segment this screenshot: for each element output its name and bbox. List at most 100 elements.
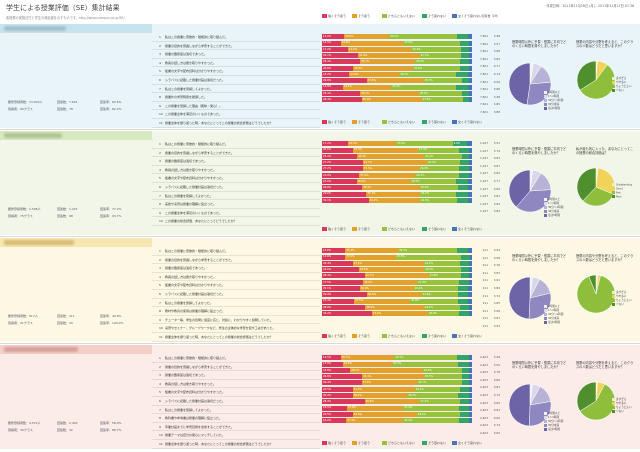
study-time-pie — [508, 276, 552, 324]
bar-segment-label: 27.3% — [418, 148, 428, 152]
bar-segment-label: 24.6% — [422, 293, 431, 297]
bar-segment-label: 25.4% — [425, 154, 434, 158]
bar-segment — [458, 292, 469, 298]
pie-legend-swatch — [544, 316, 547, 320]
bar-segment: 24.8% — [322, 172, 360, 178]
question-row: 8 教材や教具の使用は授業の理解に役立った。 — [152, 307, 320, 316]
legend-swatch — [382, 334, 387, 338]
bar-segment: 42.7% — [364, 273, 429, 279]
enrollment-stat: 受講者：90クラス — [8, 107, 33, 111]
question-text: 授業の目的を意識しながら学習することができた。 — [165, 43, 235, 48]
legend-item: 全くそう思わない — [452, 226, 482, 232]
course-name-banner — [0, 345, 152, 354]
bar-segment: 24.2% — [419, 191, 457, 197]
question-row: 10 この授業全体を満足のいくものであった。 — [152, 110, 320, 119]
bar-segment-label: 28.9% — [323, 305, 332, 309]
question-row: 4 教員の話し方は聞き取りやすかった。 — [152, 380, 320, 389]
legend-item: 全くそう思わない — [452, 333, 482, 339]
bar-segment-label: 21.8% — [429, 274, 438, 278]
enrollment-stat: 回答率：60.6% — [100, 100, 122, 104]
pie-legend-label: ちょうどよい — [616, 85, 632, 88]
bar-segment-label: 25.7% — [424, 79, 433, 83]
question-row: 9 この授業を受講した理由（興味・関心）。 — [152, 102, 320, 111]
average-score: 3.77 — [493, 64, 500, 69]
pie-panel: 授業時間以外に予習・復習に平均でどのくらい時間を費やしましたか？ 授業の内容や分野… — [500, 349, 636, 441]
pie-legend-swatch — [544, 312, 547, 316]
legend-label: 強くそう思う — [328, 441, 347, 445]
response-count: 211 — [482, 316, 488, 321]
stacked-bar: 29.8% 37.9% 25.7% — [322, 78, 472, 84]
bar-segment: 34.2% — [368, 197, 420, 203]
bar-segment-label: 27.5% — [418, 280, 427, 284]
pie-legend-label: 30分未満 — [548, 317, 560, 320]
stacked-bar: 24.8% 37.4% 29.1% — [322, 172, 472, 178]
pie-question: 授業時間以外に予習・復習に平均でどのくらい時間を費やしましたか？ — [512, 40, 567, 49]
pie-legend-swatch — [544, 419, 547, 423]
average-score-column: 3.54 3.58 3.76 3.83 3.91 3.80 3.74 3.85 3.68 3.87… — [490, 247, 500, 331]
question-number: 2 — [159, 364, 161, 369]
bar-segment — [457, 355, 469, 361]
bar-segment-label: 47.4% — [353, 261, 362, 265]
stacked-bar: 26.8% 38.3% 25.9% — [322, 185, 472, 191]
bar-segment-label: 34.2% — [369, 198, 378, 202]
stacked-bar: 21.3% 37.5% 31.8% — [322, 298, 472, 304]
bar-segment: 12.5% — [322, 355, 341, 361]
bar-segment — [468, 393, 472, 399]
bar-segment-label: 31.1% — [323, 198, 332, 202]
bar-segment: 44.3% — [392, 361, 459, 367]
average-score: 3.84 — [493, 209, 500, 214]
bar-segment — [461, 53, 469, 59]
average-score: 3.72 — [493, 392, 500, 397]
response-bars: 14.9% 29.9% 45.2% 12.5% 41.8% 37.5% 17.2% 42.4%… — [322, 33, 472, 104]
bar-segment-label: 33.2% — [323, 312, 332, 316]
class-size-pie — [576, 274, 616, 318]
enrollment-stat: 回答数：7,601 — [57, 100, 78, 104]
bar-segment: 28.9% — [322, 304, 366, 310]
question-text: シラバスに記載した授業計画は適切だった。 — [165, 184, 225, 189]
blurred-course-name — [4, 240, 74, 245]
question-number: 1 — [159, 249, 161, 253]
response-count: 211 — [482, 301, 488, 306]
question-number: 8 — [159, 202, 161, 207]
pie-legend-label: 少ない — [616, 303, 624, 306]
bar-segment: 36.6% — [364, 399, 420, 405]
bar-segment: 26.4% — [322, 97, 362, 103]
average-score: 3.80 — [493, 285, 500, 290]
bar-segment: 27.3% — [417, 147, 459, 153]
pie-legend-label: 30分～1時間 — [548, 206, 564, 209]
average-score: 3.51 — [493, 141, 500, 145]
average-score: 3.83 — [493, 156, 500, 161]
pie-legend-label: 30分未満 — [548, 103, 560, 106]
bar-segment-label: 29.4% — [414, 286, 423, 290]
bar-segment: 32.9% — [342, 361, 393, 367]
legend-item: そう思わない — [422, 13, 446, 19]
bar-segment-label: 37.6% — [347, 406, 356, 410]
stacked-bar: 25.4% 39.2% 28.6% — [322, 90, 472, 96]
question-text: 教員の話し方は聞き取りやすかった。 — [165, 381, 217, 386]
question-row: 2 授業の目的を意識しながら学習することができた。 — [152, 42, 320, 51]
response-count: 1,247 — [479, 201, 488, 206]
bar-segment-label: 16.2% — [323, 419, 332, 423]
bar-segment-label: 42.6% — [353, 412, 362, 416]
question-text: この授業全体を満足のいくものであった。 — [165, 210, 222, 215]
response-count: 211 — [482, 255, 488, 260]
bar-segment-label: 42.1% — [395, 356, 404, 360]
question-row: 5 板書の文字や配布資料は分かりやすかった。 — [152, 388, 320, 397]
bar-segment — [456, 34, 469, 40]
bar-segment-label: 12.5% — [323, 41, 332, 45]
legend-label: どちらともいえない — [388, 227, 415, 231]
question-row: 6 シラバスに記載した授業計画は適切だった。 — [152, 183, 320, 192]
legend-label: そう思わない — [428, 334, 447, 338]
stacked-bar: 12.5% 41.8% 37.5% — [322, 40, 472, 46]
bar-segment: 26.4% — [322, 380, 362, 386]
bar-segment — [467, 84, 472, 90]
response-count: 1,247 — [479, 186, 488, 191]
bar-segment: 25.4% — [322, 59, 361, 65]
bar-segment — [457, 298, 469, 304]
bar-segment-label: 30.0% — [416, 60, 425, 64]
bar-segment — [460, 267, 470, 273]
stacked-bar: 28.4% 42.7% 21.8% — [322, 273, 472, 279]
pie-legend-label: 1～2時間 — [548, 95, 560, 98]
question-text: 私はこの授業を受講してよかった。 — [165, 300, 213, 305]
bar-segment-label: 27.7% — [420, 53, 429, 57]
